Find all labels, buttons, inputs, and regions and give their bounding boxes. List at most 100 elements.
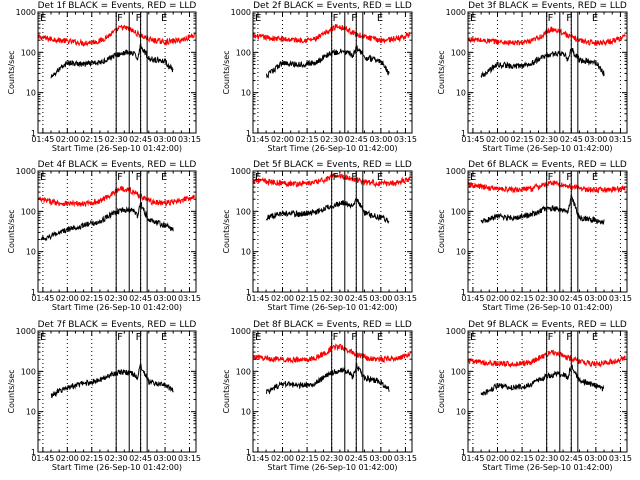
- marker-label-f: F: [548, 13, 554, 24]
- x-tick-label: 01:45: [461, 454, 484, 463]
- y-tick-label: 1: [461, 448, 466, 457]
- plot-frame: [252, 170, 413, 293]
- y-tick-label: 10: [26, 248, 36, 257]
- y-tick-label: 10: [241, 408, 251, 417]
- x-tick-label: 03:00: [584, 454, 607, 463]
- y-tick-label: 1000: [231, 327, 251, 336]
- marker-label-f: F: [136, 172, 142, 183]
- y-tick-label: 10: [26, 408, 36, 417]
- marker-label-f: F: [117, 13, 123, 24]
- plot-frame: [37, 11, 197, 134]
- y-tick-label: 10: [241, 248, 251, 257]
- y-tick-label: 1: [31, 129, 36, 138]
- plot-frame: [252, 330, 413, 453]
- series-line-events: [265, 45, 390, 79]
- series-line-events: [480, 47, 605, 78]
- marker-label-f: F: [117, 332, 123, 343]
- panel-title: Det 4f BLACK = Events, RED = LLD: [38, 160, 197, 170]
- series-line-events: [50, 362, 174, 399]
- x-tick-label: 02:45: [129, 135, 152, 144]
- y-tick-label: 1: [31, 448, 36, 457]
- y-axis-label: Counts/sec: [7, 369, 16, 413]
- x-tick-label: 02:15: [511, 294, 534, 303]
- x-tick-label: 02:30: [105, 294, 128, 303]
- series-line-events: [265, 361, 390, 395]
- plot-frame: [467, 170, 628, 293]
- y-tick-label: 1: [461, 129, 466, 138]
- y-tick-label: 1000: [446, 8, 466, 17]
- marker-label-f: F: [351, 13, 357, 24]
- panel-title: Det 3f BLACK = Events, RED = LLD: [468, 1, 627, 11]
- x-tick-label: 03:00: [154, 294, 177, 303]
- x-tick-label: 03:00: [584, 135, 607, 144]
- y-tick-label: 100: [21, 367, 36, 376]
- y-axis-label: Counts/sec: [222, 369, 231, 413]
- x-tick-label: 02:15: [80, 294, 103, 303]
- x-tick-label: 02:30: [320, 454, 343, 463]
- x-tick-label: 01:45: [31, 294, 54, 303]
- x-tick-label: 02:30: [105, 454, 128, 463]
- y-tick-label: 1000: [446, 167, 466, 176]
- x-tick-label: 03:00: [584, 294, 607, 303]
- panel-title: Det 7f BLACK = Events, RED = LLD: [38, 320, 197, 330]
- x-axis-label: Start Time (26-Sep-10 01:42:00): [482, 144, 612, 153]
- x-tick-label: 03:15: [609, 294, 632, 303]
- y-tick-label: 10: [456, 408, 466, 417]
- y-tick-label: 10: [26, 89, 36, 98]
- x-tick-label: 03:15: [609, 454, 632, 463]
- x-axis-label: Start Time (26-Sep-10 01:42:00): [267, 303, 397, 312]
- marker-label-f: F: [136, 13, 142, 24]
- marker-label-f: F: [351, 172, 357, 183]
- x-tick-label: 02:00: [271, 135, 294, 144]
- x-axis-label: Start Time (26-Sep-10 01:42:00): [52, 463, 182, 472]
- x-tick-label: 03:15: [394, 454, 417, 463]
- y-tick-label: 1: [246, 448, 251, 457]
- x-axis-label: Start Time (26-Sep-10 01:42:00): [482, 463, 612, 472]
- marker-label-f: F: [333, 332, 339, 343]
- y-axis-label: Counts/sec: [7, 50, 16, 94]
- x-tick-label: 02:30: [105, 135, 128, 144]
- x-tick-label: 02:45: [129, 294, 152, 303]
- y-tick-label: 100: [236, 48, 251, 57]
- x-tick-label: 02:15: [296, 294, 319, 303]
- marker-label-e-left: E: [470, 172, 476, 183]
- y-axis-label: Counts/sec: [437, 369, 446, 413]
- marker-label-f: F: [333, 172, 339, 183]
- marker-label-e-right: E: [592, 172, 598, 183]
- series-line-events: [265, 197, 390, 224]
- x-tick-label: 02:45: [560, 294, 583, 303]
- marker-label-e-left: E: [40, 172, 46, 183]
- x-tick-label: 02:15: [296, 454, 319, 463]
- x-tick-label: 02:00: [486, 454, 509, 463]
- y-tick-label: 1000: [16, 8, 36, 17]
- x-tick-label: 02:45: [560, 135, 583, 144]
- panel-title: Det 6f BLACK = Events, RED = LLD: [468, 160, 627, 170]
- series-line-events: [480, 194, 605, 225]
- x-axis-label: Start Time (26-Sep-10 01:42:00): [52, 303, 182, 312]
- plot-frame: [37, 170, 197, 293]
- x-tick-label: 02:15: [296, 135, 319, 144]
- x-tick-label: 02:15: [511, 135, 534, 144]
- y-tick-label: 10: [456, 89, 466, 98]
- marker-label-e-left: E: [255, 13, 261, 24]
- y-tick-label: 1: [246, 288, 251, 297]
- x-tick-label: 01:45: [246, 294, 269, 303]
- y-tick-label: 100: [451, 207, 466, 216]
- x-tick-label: 02:00: [486, 135, 509, 144]
- x-tick-label: 01:45: [461, 135, 484, 144]
- y-tick-label: 10: [241, 89, 251, 98]
- x-tick-label: 01:45: [461, 294, 484, 303]
- x-tick-label: 02:45: [345, 454, 368, 463]
- x-tick-label: 02:30: [320, 294, 343, 303]
- y-tick-label: 1: [246, 129, 251, 138]
- marker-label-e-left: E: [470, 332, 476, 343]
- marker-label-f: F: [333, 13, 339, 24]
- marker-label-e-right: E: [161, 172, 167, 183]
- x-tick-label: 02:00: [271, 294, 294, 303]
- marker-label-f: F: [136, 332, 142, 343]
